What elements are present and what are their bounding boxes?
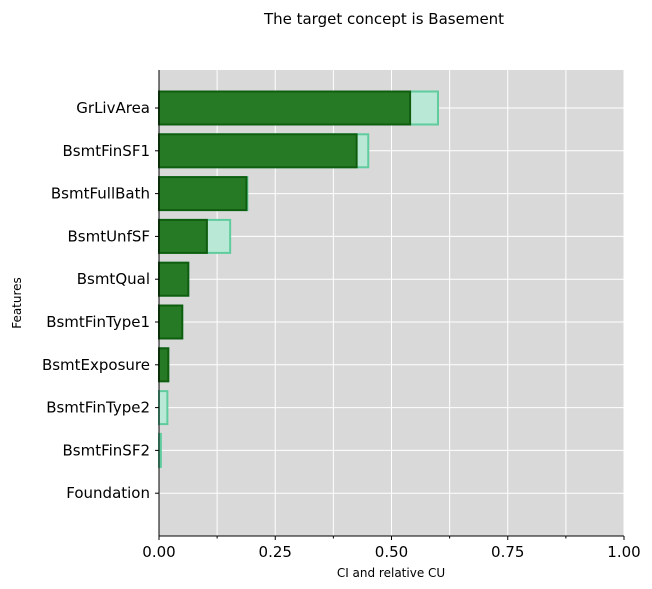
y-tick-labels: GrLivArea BsmtFinSF1 BsmtFullBath BsmtUnfSF… (42, 99, 159, 502)
x-tick-label-1: 0.25 (259, 543, 292, 561)
y-tick-label-0: GrLivArea (76, 99, 150, 117)
x-tick-label-2: 0.50 (375, 543, 408, 561)
x-tick-label-3: 0.75 (491, 543, 524, 561)
chart-title: The target concept is Basement (263, 10, 504, 28)
bar-series0-BsmtFinType2 (158, 390, 169, 426)
y-axis-label: Features (10, 277, 24, 329)
y-tick-label-3: BsmtUnfSF (67, 227, 150, 245)
y-tick-label-7: BsmtFinType2 (46, 399, 150, 417)
y-tick-label-5: BsmtFinType1 (46, 313, 150, 331)
x-tick-label-4: 1.00 (607, 543, 640, 561)
x-tick-labels: 0.00 0.25 0.50 0.75 1.00 (142, 536, 641, 561)
bars (158, 90, 439, 468)
y-tick-label-8: BsmtFinSF2 (62, 441, 150, 459)
bar-series1-BsmtFinType1 (158, 304, 184, 340)
bar-series1-BsmtQual (158, 261, 190, 297)
x-axis-label: CI and relative CU (337, 566, 445, 580)
x-tick-label-0: 0.00 (142, 543, 175, 561)
y-tick-label-4: BsmtQual (77, 270, 150, 288)
y-tick-label-6: BsmtExposure (42, 356, 150, 374)
bar-series1-GrLivArea (158, 90, 412, 126)
bar-series1-BsmtUnfSF (158, 218, 208, 254)
bar-series1-BsmtFullBath (158, 176, 248, 212)
bar-series1-BsmtFinSF1 (158, 133, 358, 169)
y-tick-label-2: BsmtFullBath (51, 185, 150, 203)
y-tick-label-1: BsmtFinSF1 (62, 142, 150, 160)
y-tick-label-9: Foundation (66, 484, 150, 502)
bar-series1-BsmtExposure (158, 347, 170, 383)
